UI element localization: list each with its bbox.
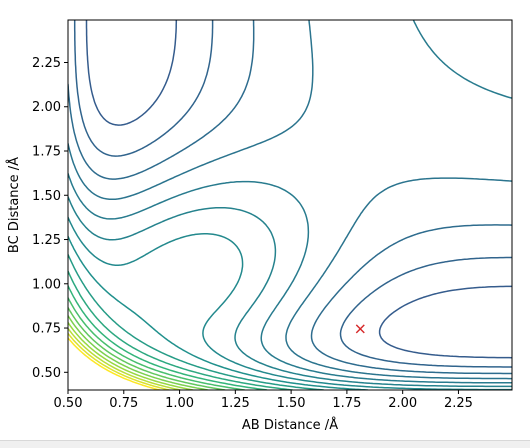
contour-level-line <box>68 196 512 388</box>
x-tick-label: 1.00 <box>165 396 194 411</box>
x-axis-ticks: 0.50 0.75 1.00 1.25 1.50 1.75 2.00 2.25 <box>54 390 473 411</box>
x-tick-label: 2.00 <box>388 396 417 411</box>
contour-level-line <box>68 314 209 390</box>
marker-layer <box>355 324 365 334</box>
x-tick-label: 1.50 <box>277 396 306 411</box>
y-tick-label: 0.50 <box>32 366 61 381</box>
y-tick-label: 0.75 <box>32 322 61 337</box>
contour-level-line <box>68 235 369 390</box>
contour-level-line <box>68 284 268 390</box>
plot-background <box>68 20 512 390</box>
y-axis-label: BC Distance /Å <box>6 157 22 253</box>
y-tick-label: 1.75 <box>32 145 61 160</box>
contour-level-line <box>68 337 161 390</box>
y-tick-label: 2.25 <box>32 56 61 71</box>
contour-level-line <box>68 321 194 390</box>
y-tick-label: 1.00 <box>32 277 61 292</box>
contour-level-line <box>68 306 226 390</box>
y-tick-label: 1.50 <box>32 189 61 204</box>
contour-level-line <box>68 332 170 390</box>
contour-level-line <box>73 20 512 368</box>
y-tick-label: 1.25 <box>32 233 61 248</box>
contour-level-line <box>68 20 512 380</box>
x-tick-label: 0.75 <box>109 396 138 411</box>
contour-level-line <box>85 20 512 359</box>
plot-frame <box>67 19 513 391</box>
contour-level-line <box>68 20 512 375</box>
contour-level-line <box>68 270 294 390</box>
contour-lines <box>68 20 512 390</box>
x-tick-label: 2.25 <box>444 396 473 411</box>
contour-level-line <box>68 297 246 390</box>
x-tick-label: 0.50 <box>54 396 83 411</box>
x-axis-label: AB Distance /Å <box>242 417 338 433</box>
saddle-point-marker <box>355 324 365 334</box>
y-tick-label: 2.00 <box>32 100 61 115</box>
contour-level-line <box>68 327 181 390</box>
x-tick-label: 1.75 <box>332 396 361 411</box>
toolbar-strip <box>0 440 530 448</box>
contour-level-line <box>68 253 325 390</box>
x-tick-label: 1.25 <box>221 396 250 411</box>
contour-level-line <box>68 20 512 384</box>
y-axis-ticks: 0.50 0.75 1.00 1.25 1.50 1.75 2.00 2.25 <box>32 56 68 381</box>
